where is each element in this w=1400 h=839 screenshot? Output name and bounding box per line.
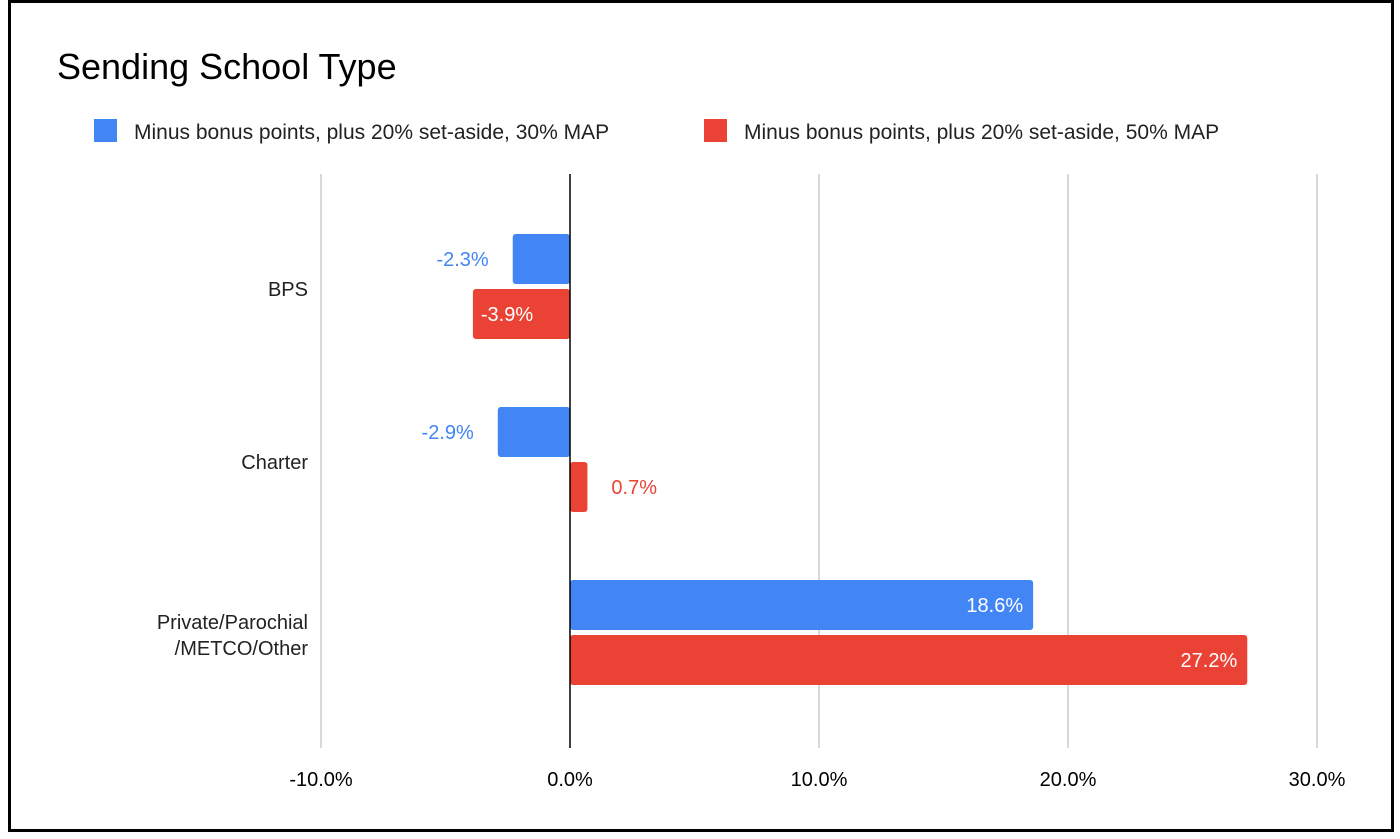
legend-label-2: Minus bonus points, plus 20% set-aside, … (744, 121, 1219, 144)
bar-1-1 (512, 234, 570, 284)
chart-frame (8, 0, 1394, 832)
data-label: -2.9% (422, 422, 474, 444)
bar-1-3 (570, 580, 1034, 630)
x-tick-label: 30.0% (1289, 769, 1346, 791)
bar-2-3 (570, 635, 1248, 685)
data-label: -2.3% (436, 249, 488, 271)
category-label: Private/Parochial/METCO/Other (157, 612, 309, 660)
x-tick-label: 0.0% (547, 769, 593, 791)
data-labels: -2.3% -3.9% -2.9% 0.7% 18.6% 27.2% (422, 249, 1238, 672)
bars (472, 234, 1248, 685)
bar-2-2 (570, 462, 588, 512)
x-tick-label: 10.0% (791, 769, 848, 791)
bar-1-2 (497, 407, 570, 457)
bar-2-1 (472, 289, 570, 339)
data-label: 18.6% (966, 595, 1023, 617)
category-labels: BPS Charter Private/Parochial/METCO/Other (157, 279, 309, 660)
x-tick-label: -10.0% (289, 769, 353, 791)
data-label: 0.7% (611, 477, 657, 499)
chart-title: Sending School Type (57, 46, 397, 87)
category-label: BPS (268, 279, 308, 301)
x-axis-ticks: -10.0% 0.0% 10.0% 20.0% 30.0% (289, 769, 1345, 791)
legend: Minus bonus points, plus 20% set-aside, … (94, 119, 1219, 144)
legend-label-1: Minus bonus points, plus 20% set-aside, … (134, 121, 609, 144)
category-label: Charter (241, 452, 308, 474)
data-label: 27.2% (1181, 650, 1238, 672)
legend-swatch-1 (94, 119, 117, 142)
legend-swatch-2 (704, 119, 727, 142)
x-tick-label: 20.0% (1040, 769, 1097, 791)
data-label: -3.9% (481, 304, 533, 326)
